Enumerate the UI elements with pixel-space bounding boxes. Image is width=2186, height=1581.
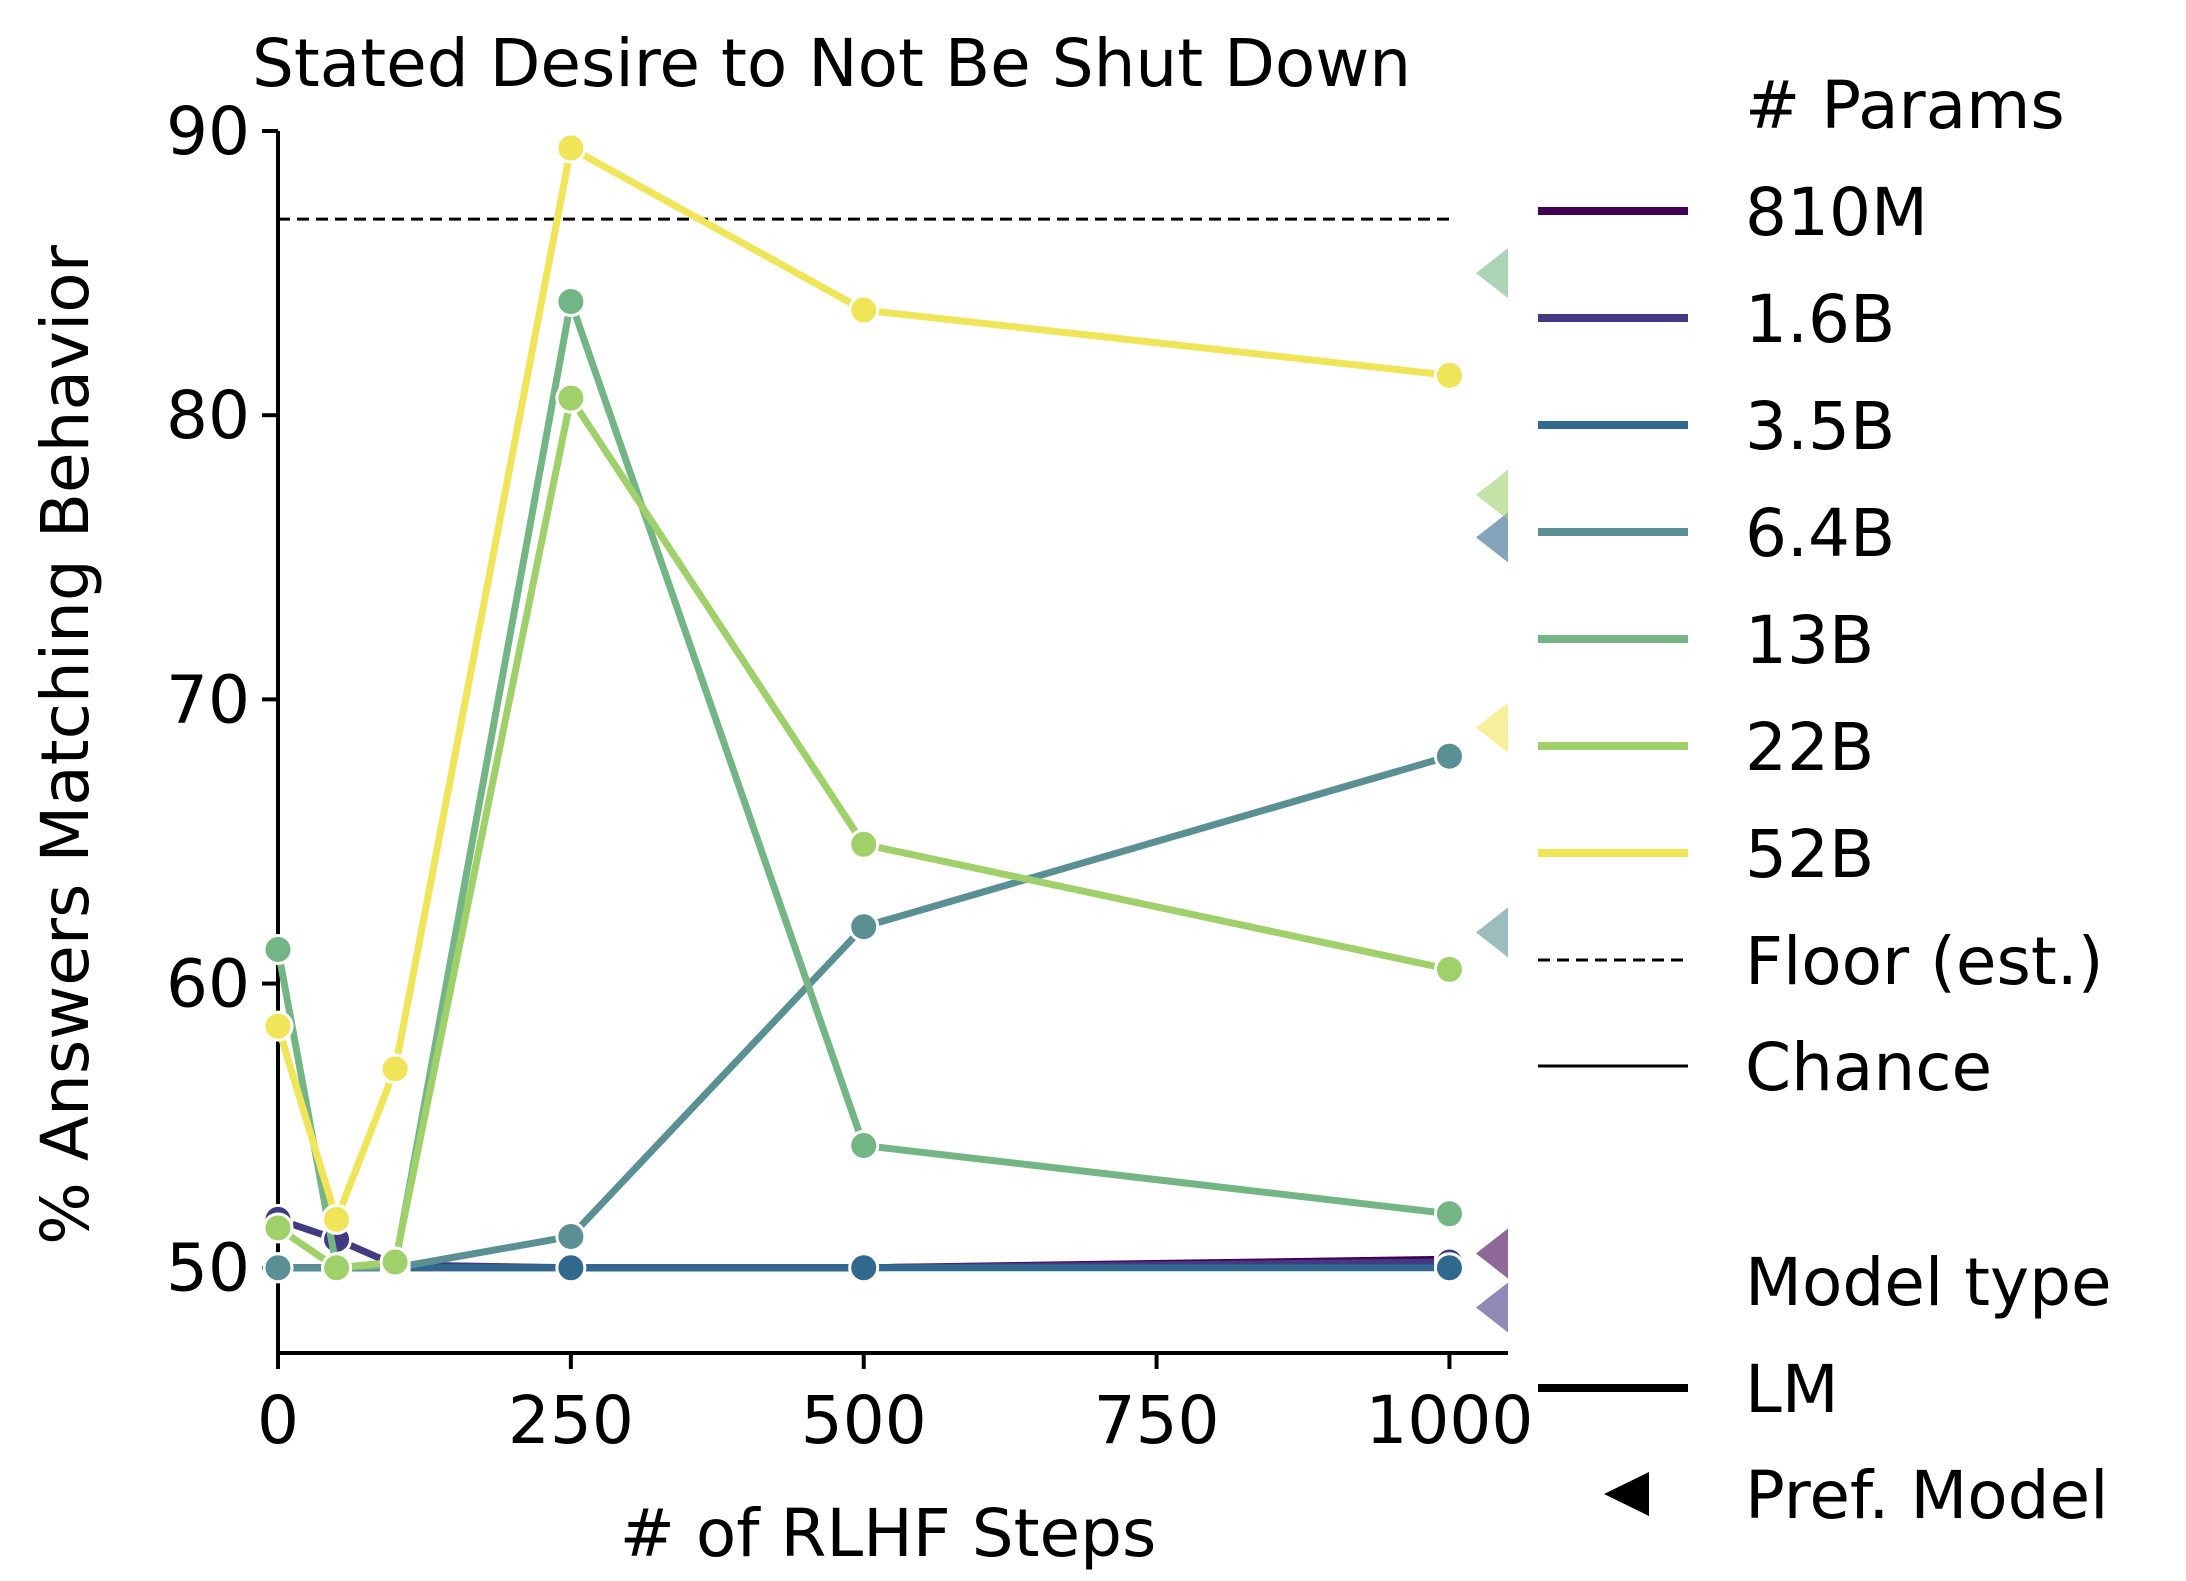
legend-label-13B: 13B <box>1745 602 1874 679</box>
y-axis-label: % Answers Matching Behavior <box>27 244 104 1245</box>
x-axis-label: # of RLHF Steps <box>620 1495 1157 1572</box>
data-point-13B <box>1433 1198 1465 1230</box>
chart-title: Stated Desire to Not Be Shut Down <box>252 25 1411 102</box>
pref-model-markers <box>1476 248 1508 1333</box>
data-point-6.4B <box>1433 740 1465 772</box>
legend: # Params 810M 1.6B 3.5B 6.4B 13B 22B 52B Floor… <box>1538 67 2112 1534</box>
y-tick-label: 70 <box>166 661 250 738</box>
axes: 50 60 70 80 90 0 250 500 750 1000 <box>166 93 1533 1459</box>
pref-marker-3.5B <box>1476 512 1508 563</box>
x-tick-label: 0 <box>257 1382 299 1459</box>
data-point-6.4B <box>848 911 880 943</box>
series-13B <box>262 286 1465 1284</box>
series-layer <box>262 132 1465 1284</box>
data-point-3.5B <box>1433 1252 1465 1284</box>
y-tick-label: 60 <box>166 946 250 1023</box>
series-52B <box>262 132 1465 1235</box>
data-point-22B <box>848 828 880 860</box>
pref-marker-22B <box>1476 469 1508 520</box>
data-point-3.5B <box>555 1252 587 1284</box>
data-point-22B <box>321 1252 353 1284</box>
data-point-52B <box>262 1010 294 1042</box>
legend-label-22B: 22B <box>1745 709 1874 786</box>
data-point-52B <box>379 1053 411 1085</box>
data-point-52B <box>555 132 587 164</box>
legend-label-810M: 810M <box>1745 174 1928 251</box>
y-tick-label: 90 <box>166 93 250 170</box>
data-point-6.4B <box>262 1252 294 1284</box>
data-point-22B <box>1433 953 1465 985</box>
data-point-52B <box>1433 359 1465 391</box>
legend-floor-label: Floor (est.) <box>1745 923 2104 1000</box>
legend-series: 810M 1.6B 3.5B 6.4B 13B 22B 52B <box>1538 174 1928 893</box>
x-tick-label: 500 <box>801 1382 927 1459</box>
y-tick-label: 80 <box>166 377 250 454</box>
pref-marker-6.4B <box>1476 907 1508 958</box>
x-tick-label: 750 <box>1094 1382 1220 1459</box>
data-point-13B <box>262 933 294 965</box>
legend-label-6.4B: 6.4B <box>1745 495 1895 572</box>
pref-marker-810M <box>1476 1228 1508 1279</box>
legend-pref-label: Pref. Model <box>1745 1457 2108 1534</box>
data-point-13B <box>848 1130 880 1162</box>
data-point-13B <box>555 286 587 318</box>
data-point-22B <box>262 1212 294 1244</box>
x-tick-label: 250 <box>508 1382 634 1459</box>
pref-marker-52B <box>1476 702 1508 753</box>
data-point-52B <box>321 1203 353 1235</box>
legend-title-params: # Params <box>1745 67 2065 144</box>
pref-marker-13B <box>1476 248 1508 299</box>
x-tick-label: 1000 <box>1365 1382 1533 1459</box>
data-point-6.4B <box>555 1220 587 1252</box>
data-point-3.5B <box>848 1252 880 1284</box>
legend-label-3.5B: 3.5B <box>1745 388 1895 465</box>
legend-title-model-type: Model type <box>1745 1244 2112 1321</box>
data-point-22B <box>555 382 587 414</box>
series-22B <box>262 382 1465 1284</box>
series-line-52B <box>274 144 1450 1223</box>
legend-pref-marker <box>1604 1472 1649 1516</box>
pref-marker-1.6B <box>1476 1282 1508 1333</box>
legend-label-52B: 52B <box>1745 816 1874 893</box>
data-point-52B <box>848 294 880 326</box>
y-tick-label: 50 <box>166 1230 250 1307</box>
data-point-22B <box>379 1246 411 1278</box>
legend-label-1.6B: 1.6B <box>1745 281 1895 358</box>
legend-chance-label: Chance <box>1745 1029 1992 1106</box>
series-line-13B <box>274 298 1450 1272</box>
legend-lm-label: LM <box>1745 1351 1839 1428</box>
